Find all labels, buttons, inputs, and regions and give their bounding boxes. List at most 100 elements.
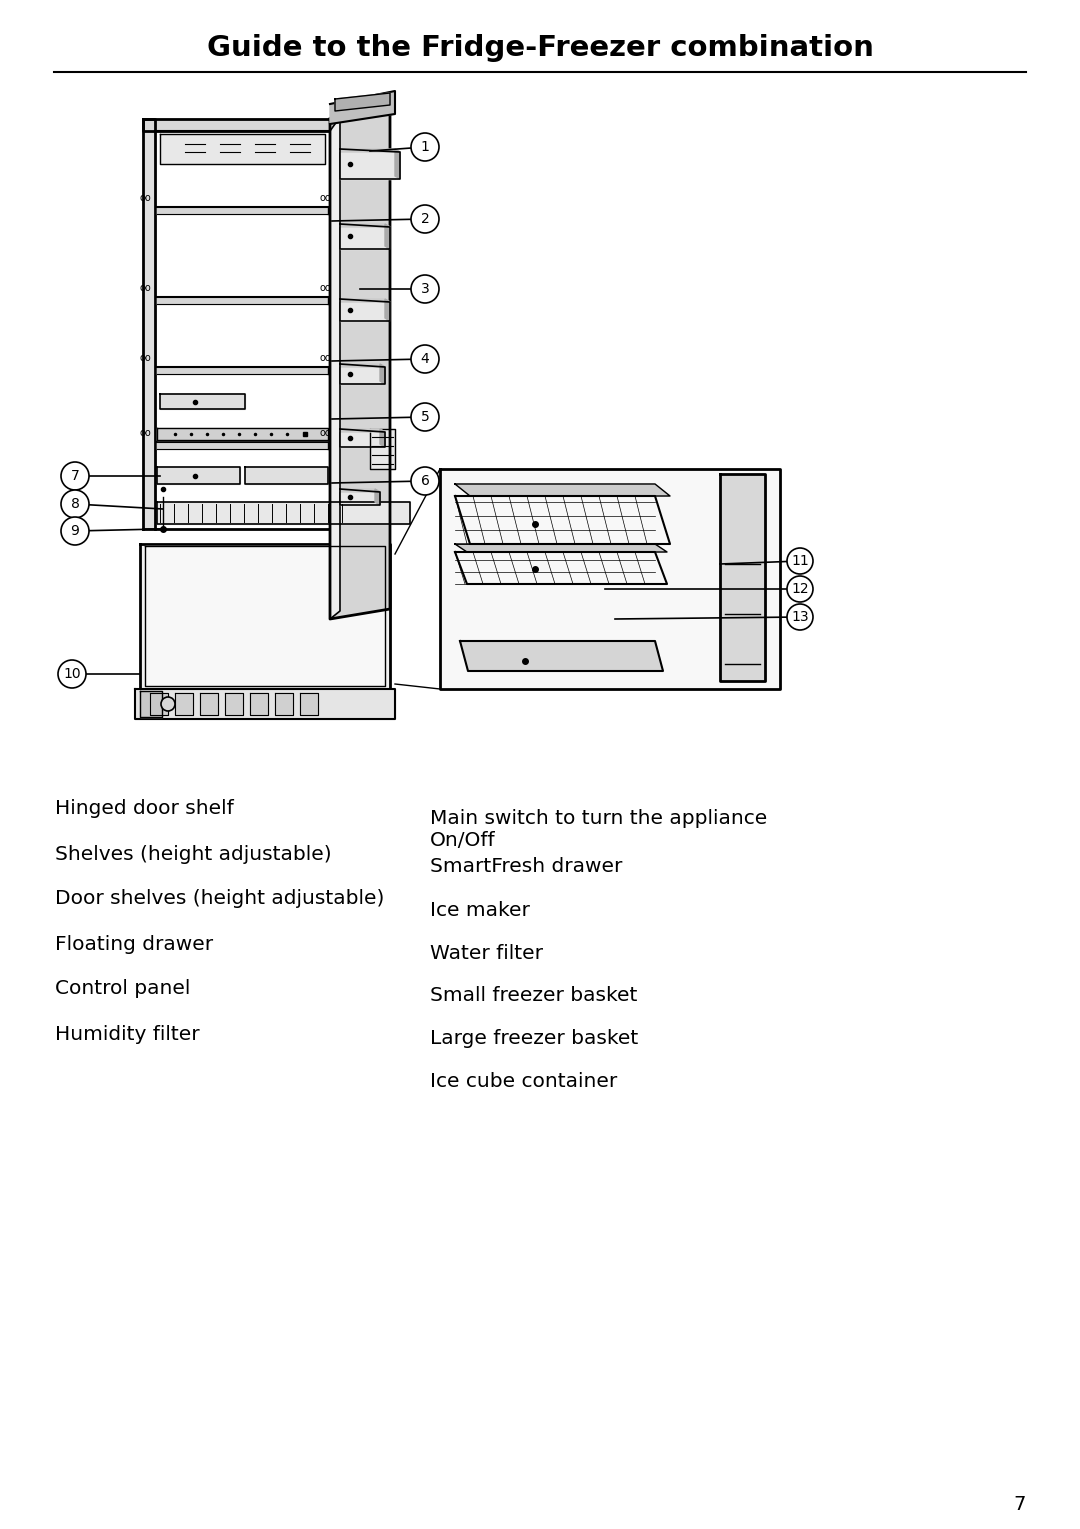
Circle shape: [787, 547, 813, 573]
Text: 5: 5: [420, 410, 430, 424]
Text: Door shelves (height adjustable): Door shelves (height adjustable): [55, 890, 384, 908]
Polygon shape: [225, 693, 243, 716]
Text: 12: 12: [792, 583, 809, 596]
Polygon shape: [340, 225, 390, 226]
Text: Large freezer basket: Large freezer basket: [430, 1029, 638, 1047]
Circle shape: [411, 466, 438, 495]
Polygon shape: [340, 148, 400, 151]
Polygon shape: [375, 489, 380, 505]
Polygon shape: [157, 442, 328, 450]
Circle shape: [411, 205, 438, 232]
Polygon shape: [340, 367, 380, 384]
Text: Control panel: Control panel: [55, 980, 190, 998]
Polygon shape: [455, 544, 667, 552]
Polygon shape: [340, 151, 395, 179]
Polygon shape: [395, 148, 400, 179]
Circle shape: [58, 661, 86, 688]
Text: Floating drawer: Floating drawer: [55, 934, 213, 954]
Text: 8: 8: [70, 497, 80, 511]
Text: Hinged door shelf: Hinged door shelf: [55, 800, 233, 818]
Polygon shape: [157, 428, 328, 440]
Circle shape: [787, 576, 813, 602]
Text: Guide to the Fridge-Freezer combination: Guide to the Fridge-Freezer combination: [206, 34, 874, 63]
Circle shape: [787, 604, 813, 630]
Text: Shelves (height adjustable): Shelves (height adjustable): [55, 844, 332, 864]
Polygon shape: [720, 474, 765, 680]
Polygon shape: [380, 430, 384, 446]
Text: Main switch to turn the appliance
On/Off: Main switch to turn the appliance On/Off: [430, 809, 767, 850]
Polygon shape: [455, 485, 670, 495]
Polygon shape: [150, 693, 168, 716]
Text: Ice maker: Ice maker: [430, 901, 530, 920]
Circle shape: [411, 404, 438, 431]
Text: 1: 1: [420, 141, 430, 154]
Circle shape: [60, 489, 89, 518]
Polygon shape: [460, 641, 663, 671]
Polygon shape: [135, 690, 395, 719]
Polygon shape: [335, 93, 390, 112]
Text: 7: 7: [70, 469, 79, 483]
Text: Water filter: Water filter: [430, 943, 543, 963]
Polygon shape: [340, 303, 384, 321]
Circle shape: [411, 275, 438, 303]
Polygon shape: [145, 546, 384, 687]
Polygon shape: [370, 430, 395, 469]
Polygon shape: [160, 394, 245, 408]
Text: 11: 11: [792, 553, 809, 567]
Polygon shape: [440, 469, 780, 690]
Polygon shape: [200, 693, 218, 716]
Text: oo: oo: [139, 353, 151, 362]
Polygon shape: [157, 367, 328, 375]
Polygon shape: [249, 693, 268, 716]
Text: Small freezer basket: Small freezer basket: [430, 986, 637, 1005]
Polygon shape: [157, 502, 410, 524]
Polygon shape: [340, 300, 390, 303]
Polygon shape: [157, 466, 240, 485]
Text: oo: oo: [319, 428, 330, 437]
Circle shape: [161, 697, 175, 711]
Polygon shape: [340, 226, 384, 249]
Text: oo: oo: [319, 283, 330, 294]
Polygon shape: [384, 300, 390, 321]
Text: oo: oo: [139, 428, 151, 437]
Polygon shape: [330, 104, 390, 619]
Polygon shape: [340, 364, 384, 367]
Text: 2: 2: [420, 213, 430, 226]
Text: 13: 13: [792, 610, 809, 624]
Polygon shape: [300, 693, 318, 716]
Polygon shape: [245, 466, 328, 485]
Polygon shape: [330, 118, 340, 619]
Polygon shape: [340, 430, 384, 433]
Polygon shape: [384, 225, 390, 249]
Text: oo: oo: [319, 193, 330, 203]
Circle shape: [411, 346, 438, 373]
Text: 6: 6: [420, 474, 430, 488]
Text: Humidity filter: Humidity filter: [55, 1024, 200, 1043]
Polygon shape: [143, 119, 335, 131]
Text: 7: 7: [1014, 1494, 1026, 1514]
Polygon shape: [275, 693, 293, 716]
Text: Ice cube container: Ice cube container: [430, 1072, 618, 1092]
Polygon shape: [175, 693, 193, 716]
Polygon shape: [157, 297, 328, 304]
Text: SmartFresh drawer: SmartFresh drawer: [430, 856, 622, 876]
Circle shape: [60, 462, 89, 489]
Text: oo: oo: [139, 193, 151, 203]
Text: 10: 10: [64, 667, 81, 680]
Text: 9: 9: [70, 524, 80, 538]
Polygon shape: [380, 364, 384, 384]
Circle shape: [411, 133, 438, 161]
Text: oo: oo: [139, 283, 151, 294]
Polygon shape: [340, 489, 380, 492]
Polygon shape: [140, 691, 162, 717]
Text: oo: oo: [319, 353, 330, 362]
Polygon shape: [140, 544, 390, 690]
Polygon shape: [143, 119, 156, 529]
Polygon shape: [340, 433, 380, 446]
Polygon shape: [160, 135, 325, 164]
Polygon shape: [157, 206, 328, 214]
Text: 3: 3: [420, 281, 430, 297]
Circle shape: [60, 517, 89, 544]
Polygon shape: [340, 492, 375, 505]
Polygon shape: [330, 92, 395, 124]
